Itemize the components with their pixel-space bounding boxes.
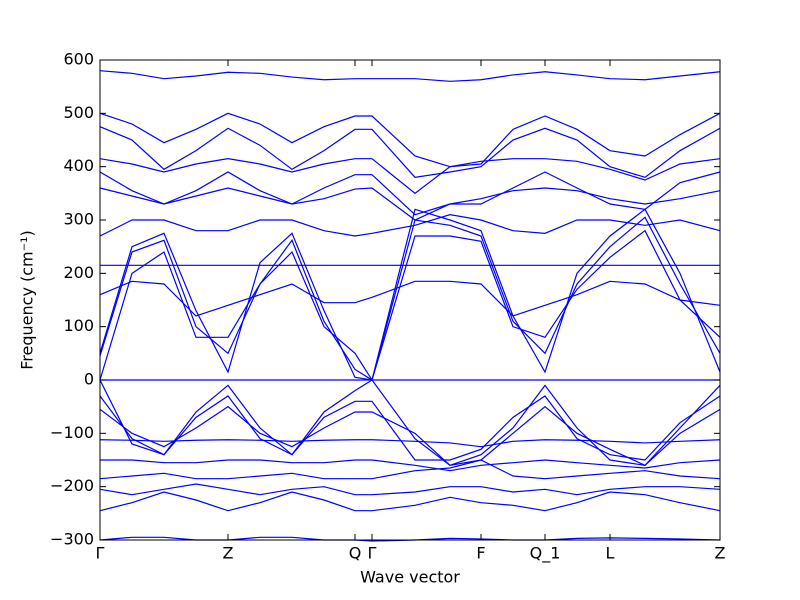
y-axis-label: Frequency (cm⁻¹) — [18, 230, 37, 369]
x-axis-label: Wave vector — [360, 568, 460, 587]
y-tick-label: 300 — [63, 210, 94, 229]
x-tick-label: Γ — [96, 544, 105, 563]
y-tick-label: −300 — [50, 530, 94, 549]
band-line — [99, 379, 721, 467]
band-line — [99, 483, 721, 496]
band-line — [99, 112, 721, 168]
band-line — [99, 216, 721, 381]
band-line — [99, 214, 721, 237]
plot-area — [99, 70, 721, 542]
plot-frame — [99, 59, 721, 541]
y-tick-label: 500 — [63, 103, 94, 122]
y-tick-label: 200 — [63, 263, 94, 282]
x-tick-label: Γ — [368, 544, 377, 563]
band-line — [99, 405, 721, 467]
x-tick-label: Z — [715, 544, 726, 563]
x-tick-label: L — [606, 544, 615, 563]
x-tick-label: Q_1 — [530, 544, 561, 564]
x-tick-label: Q — [349, 544, 362, 563]
band-line — [99, 208, 721, 381]
band-line — [99, 229, 721, 382]
y-tick-label: 600 — [63, 50, 94, 69]
band-line — [100, 459, 721, 472]
y-tick-label: 0 — [84, 370, 94, 389]
band-line — [99, 187, 721, 221]
x-tick-label: F — [476, 544, 485, 563]
band-line — [99, 158, 721, 195]
band-line — [99, 491, 721, 512]
y-tick-label: −200 — [50, 476, 94, 495]
y-tick-label: −100 — [50, 423, 94, 442]
band-line — [99, 395, 721, 461]
band-line — [99, 171, 721, 216]
band-line — [99, 280, 721, 317]
y-tick-label: 400 — [63, 156, 94, 175]
band-line — [99, 459, 721, 480]
band-line — [99, 126, 721, 178]
band-line — [99, 70, 721, 82]
band-line — [99, 439, 721, 448]
y-tick-label: 100 — [63, 316, 94, 335]
x-tick-label: Z — [223, 544, 234, 563]
